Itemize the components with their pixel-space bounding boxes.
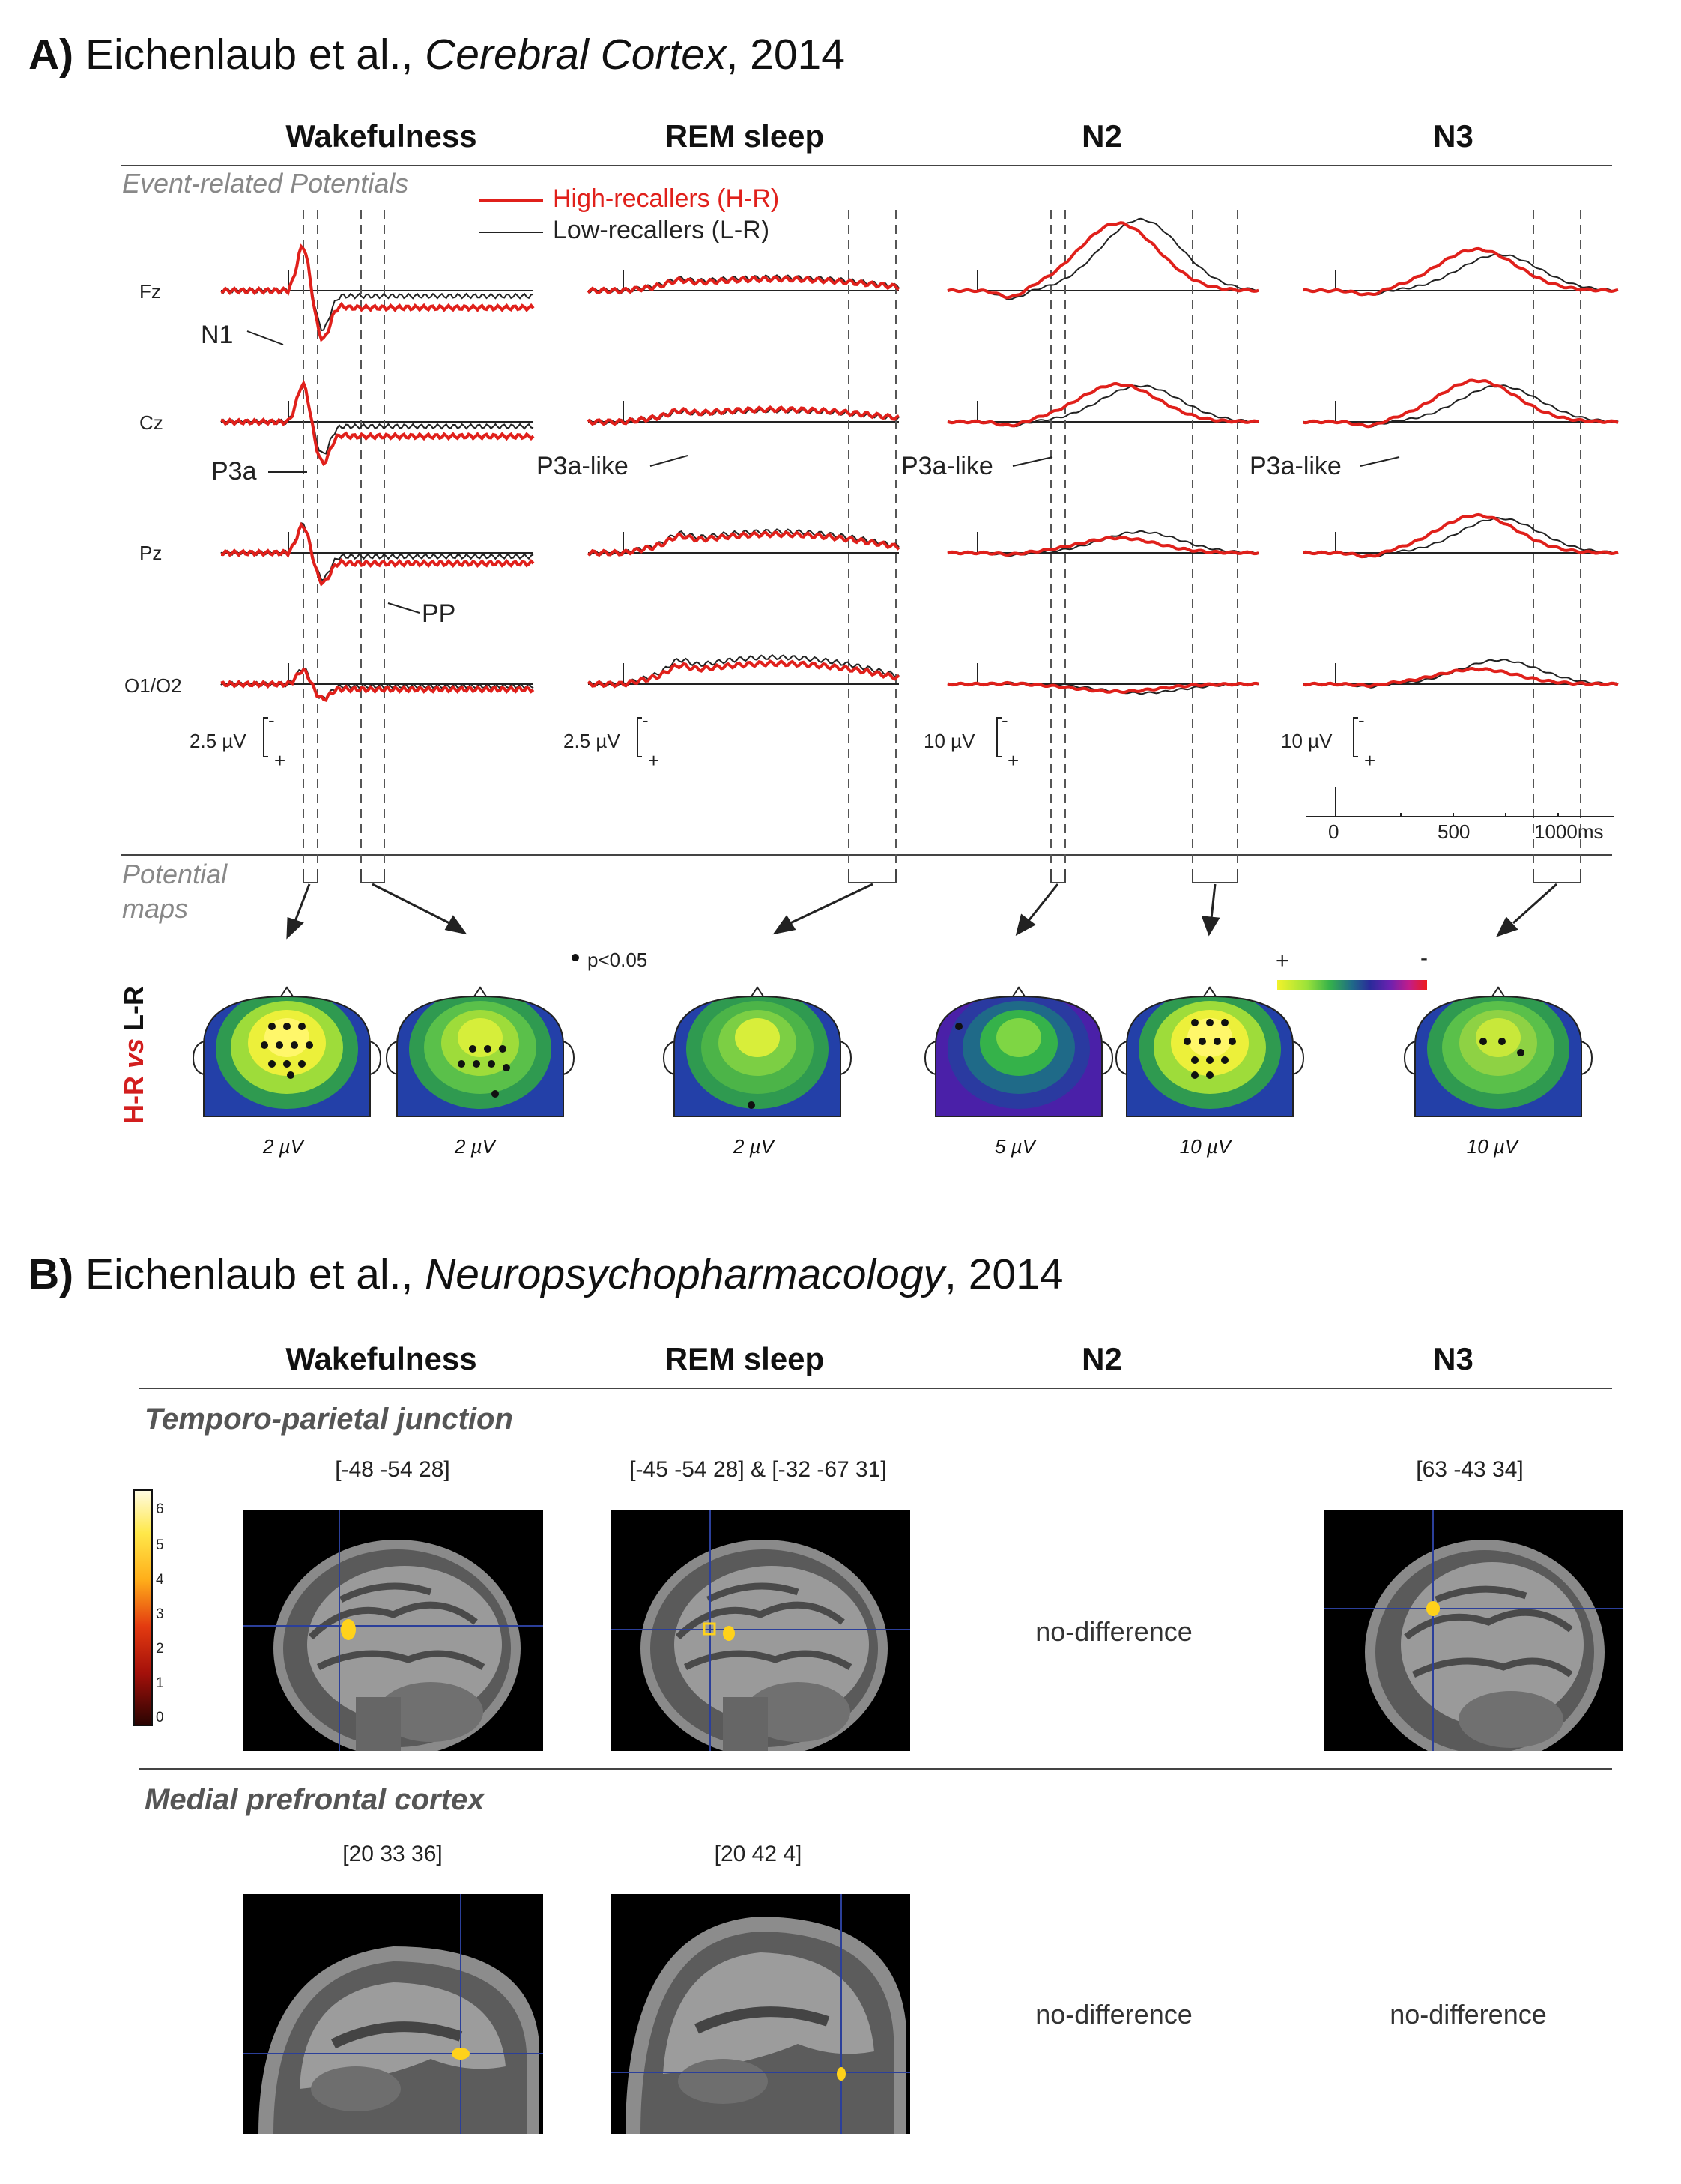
- mpfc-coord-rem: [20 42 4]: [714, 1842, 802, 1866]
- cbar-tick-6: 6: [156, 1501, 164, 1517]
- erp-traces: [220, 217, 1619, 702]
- activation-colorbar: [133, 1489, 153, 1726]
- region-tpj: Temporo-parietal junction: [145, 1403, 513, 1436]
- divider-a-top: [121, 165, 1612, 166]
- scale-pos-n3: +: [1364, 749, 1376, 772]
- scale-wake: 2.5 µV: [190, 730, 246, 752]
- section-erp-label: Event-related Potentials: [122, 168, 409, 199]
- time-tick-1000: 1000ms: [1534, 820, 1604, 843]
- map-arrows: [286, 883, 1558, 940]
- channel-o1o2: O1/O2: [124, 674, 182, 697]
- map-scale-1: 2 µV: [262, 1135, 304, 1158]
- scale-neg-wake: -: [268, 709, 275, 731]
- mri-tpj-n3: [1324, 1510, 1623, 1751]
- panel-a-graphics: [192, 199, 1619, 1117]
- tpj-coord-n3: [63 -43 34]: [1416, 1457, 1524, 1482]
- col-n3: N3: [1433, 118, 1473, 154]
- pvalue-label: p<0.05: [587, 949, 648, 971]
- no-diff-mpfc-n3: no-difference: [1390, 1999, 1547, 2030]
- divider-b-mid: [139, 1768, 1612, 1770]
- mpfc-coord-wake: [20 33 36]: [342, 1842, 443, 1866]
- tpj-coord-wake: [-48 -54 28]: [335, 1457, 450, 1482]
- legend-hr: High-recallers (H-R): [553, 184, 780, 213]
- legend-lr: Low-recallers (L-R): [553, 216, 770, 244]
- scale-pos-rem: +: [648, 749, 660, 772]
- col-b-n2: N2: [1082, 1341, 1122, 1376]
- cbar-tick-3: 3: [156, 1606, 164, 1622]
- col-b-rem: REM sleep: [664, 1341, 825, 1376]
- time-tick-500: 500: [1438, 820, 1471, 843]
- scale-pos-wake: +: [274, 749, 286, 772]
- col-b-wakefulness: Wakefulness: [285, 1341, 477, 1376]
- cbar-tick-0: 0: [156, 1710, 164, 1725]
- component-leaders: [246, 330, 1400, 614]
- mri-tpj-rem: [611, 1510, 910, 1751]
- scale-neg-n2: -: [1002, 709, 1008, 731]
- cbar-tick-5: 5: [156, 1537, 164, 1553]
- component-p3a: P3a: [211, 457, 257, 485]
- cbar-tick-4: 4: [156, 1572, 164, 1588]
- col-wakefulness: Wakefulness: [285, 118, 477, 154]
- map-scale-4: 5 µV: [994, 1135, 1036, 1158]
- col-n2: N2: [1082, 118, 1122, 154]
- section-maps-label: Potential maps: [122, 859, 228, 924]
- potential-maps: [192, 986, 1593, 1117]
- mri-tpj-wake: [243, 1510, 543, 1751]
- scale-n3: 10 µV: [1281, 730, 1333, 752]
- time-axis: [1306, 787, 1614, 817]
- component-p3a-like-n3: P3a-like: [1250, 452, 1342, 480]
- mri-mpfc-rem: [611, 1894, 910, 2134]
- map-scale-5: 10 µV: [1179, 1135, 1232, 1158]
- map-scale-3: 2 µV: [733, 1135, 775, 1158]
- channel-pz: Pz: [139, 542, 163, 564]
- colorbar-neg: -: [1420, 946, 1428, 970]
- cbar-tick-1: 1: [156, 1675, 164, 1691]
- erp-baselines: [221, 270, 1618, 685]
- mri-mpfc-wake: [243, 1894, 543, 2134]
- scale-neg-n3: -: [1358, 709, 1365, 731]
- tpj-coord-rem: [-45 -54 28] & [-32 -67 31]: [629, 1457, 887, 1482]
- no-diff-tpj-n2: no-difference: [1035, 1616, 1193, 1647]
- divider-a-mid: [121, 854, 1612, 856]
- no-diff-mpfc-n2: no-difference: [1035, 1999, 1193, 2030]
- component-pp: PP: [422, 599, 456, 628]
- col-rem: REM sleep: [664, 118, 825, 154]
- potential-colorbar: [1277, 980, 1427, 990]
- scale-rem: 2.5 µV: [563, 730, 620, 752]
- component-p3a-like-n2: P3a-like: [901, 452, 993, 480]
- time-tick-0: 0: [1328, 820, 1339, 843]
- map-scale-6: 10 µV: [1466, 1135, 1518, 1158]
- component-p3a-like-rem: P3a-like: [536, 452, 629, 480]
- divider-b-top: [139, 1388, 1612, 1389]
- panel-a-title: A) Eichenlaub et al., Cerebral Cortex, 2…: [28, 31, 845, 79]
- scale-neg-rem: -: [642, 709, 649, 731]
- col-b-n3: N3: [1433, 1341, 1473, 1376]
- panel-b-title: B) Eichenlaub et al., Neuropsychopharmac…: [28, 1250, 1064, 1298]
- scale-pos-n2: +: [1008, 749, 1020, 772]
- region-mpfc: Medial prefrontal cortex: [145, 1783, 485, 1816]
- channel-cz: Cz: [139, 411, 163, 434]
- channel-fz: Fz: [139, 280, 161, 303]
- colorbar-pos: +: [1276, 949, 1289, 973]
- scale-bars: [263, 717, 1358, 757]
- map-scale-2: 2 µV: [454, 1135, 496, 1158]
- component-n1: N1: [201, 321, 234, 349]
- scale-n2: 10 µV: [924, 730, 975, 752]
- cbar-tick-2: 2: [156, 1641, 164, 1657]
- window-brackets: [303, 869, 1581, 883]
